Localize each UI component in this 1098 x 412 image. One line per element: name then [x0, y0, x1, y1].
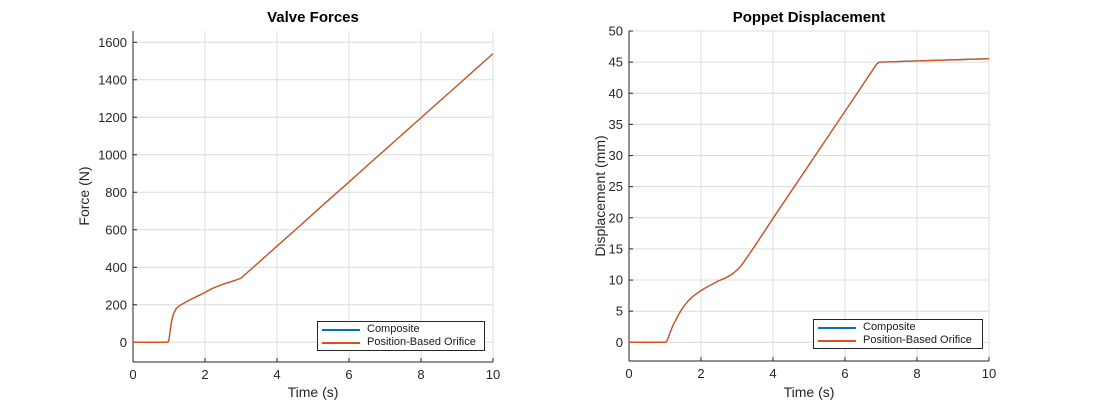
legend-label: Composite — [863, 321, 916, 333]
y-tick-label: 1200 — [98, 110, 127, 125]
x-tick-label: 8 — [417, 367, 424, 382]
x-tick-label: 0 — [129, 367, 136, 382]
y-tick-label: 10 — [609, 273, 623, 288]
legend-line-swatch — [818, 326, 856, 329]
x-tick-label: 2 — [201, 367, 208, 382]
legend-item: Composite — [318, 323, 484, 336]
y-tick-label: 30 — [609, 148, 623, 163]
y-tick-label: 0 — [120, 335, 127, 350]
series-line-composite — [133, 53, 494, 343]
y-tick-label: 1000 — [98, 147, 127, 162]
right-y-axis-label: Displacement (mm) — [592, 135, 608, 257]
x-tick-label: 0 — [625, 366, 632, 381]
series-line-composite — [629, 58, 990, 343]
left-y-axis-label: Force (N) — [76, 166, 92, 226]
x-tick-label: 6 — [841, 366, 848, 381]
valve-forces-plot-area: 0 2 4 6 8 10 0 200 400 600 800 1000 1200 1400 1600 — [98, 31, 500, 382]
y-tick-label: 400 — [105, 260, 127, 275]
legend-label: Composite — [367, 323, 420, 335]
legend-label: Position-Based Orifice — [863, 334, 972, 346]
y-tick-label: 0 — [616, 335, 623, 350]
right-x-axis-label: Time (s) — [783, 384, 835, 400]
legend-item: Composite — [814, 321, 982, 334]
y-tick-label: 45 — [609, 55, 623, 70]
left-legend: Composite Position-Based Orifice — [317, 321, 485, 351]
right-plot-title: Poppet Displacement — [732, 9, 886, 26]
legend-item: Position-Based Orifice — [814, 334, 982, 347]
y-tick-label: 5 — [616, 304, 623, 319]
x-tick-label: 4 — [273, 367, 280, 382]
poppet-displacement-plot-area: 0 2 4 6 8 10 0 5 10 15 20 25 30 35 40 45 50 — [609, 24, 997, 382]
y-tick-label: 25 — [609, 179, 623, 194]
y-tick-label: 1400 — [98, 72, 127, 87]
legend-item: Position-Based Orifice — [318, 336, 484, 349]
x-tick-label: 6 — [345, 367, 352, 382]
x-tick-label: 10 — [486, 367, 500, 382]
left-x-axis-label: Time (s) — [287, 384, 339, 400]
y-tick-label: 1600 — [98, 35, 127, 50]
y-tick-label: 200 — [105, 297, 127, 312]
legend-line-swatch — [322, 341, 360, 344]
legend-line-swatch — [818, 339, 856, 342]
series-line-position-based-orifice — [629, 58, 990, 343]
x-tick-label: 8 — [913, 366, 920, 381]
y-tick-label: 800 — [105, 185, 127, 200]
x-tick-label: 4 — [769, 366, 776, 381]
series-line-position-based-orifice — [133, 53, 494, 343]
x-tick-label: 2 — [697, 366, 704, 381]
legend-label: Position-Based Orifice — [367, 336, 476, 348]
y-tick-label: 50 — [609, 24, 623, 39]
y-tick-label: 600 — [105, 222, 127, 237]
right-legend: Composite Position-Based Orifice — [813, 319, 983, 349]
y-tick-label: 40 — [609, 86, 623, 101]
left-plot-title: Valve Forces — [267, 9, 359, 26]
y-tick-label: 20 — [609, 210, 623, 225]
legend-line-swatch — [322, 328, 360, 331]
y-tick-label: 35 — [609, 117, 623, 132]
y-tick-label: 15 — [609, 241, 623, 256]
x-tick-label: 10 — [982, 366, 996, 381]
